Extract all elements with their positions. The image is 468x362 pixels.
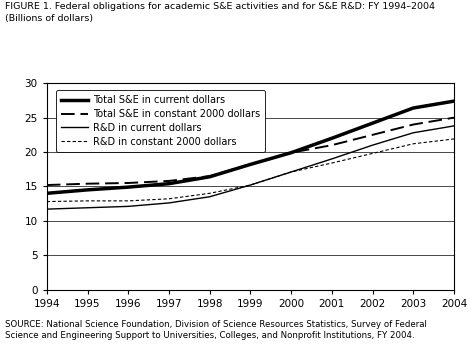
Legend: Total S&E in current dollars, Total S&E in constant 2000 dollars, R&D in current: Total S&E in current dollars, Total S&E … <box>56 90 265 152</box>
Text: (Billions of dollars): (Billions of dollars) <box>5 14 93 24</box>
Text: SOURCE: National Science Foundation, Division of Science Resources Statistics, S: SOURCE: National Science Foundation, Div… <box>5 320 426 340</box>
Text: FIGURE 1. Federal obligations for academic S&E activities and for S&E R&D: FY 19: FIGURE 1. Federal obligations for academ… <box>5 2 435 11</box>
